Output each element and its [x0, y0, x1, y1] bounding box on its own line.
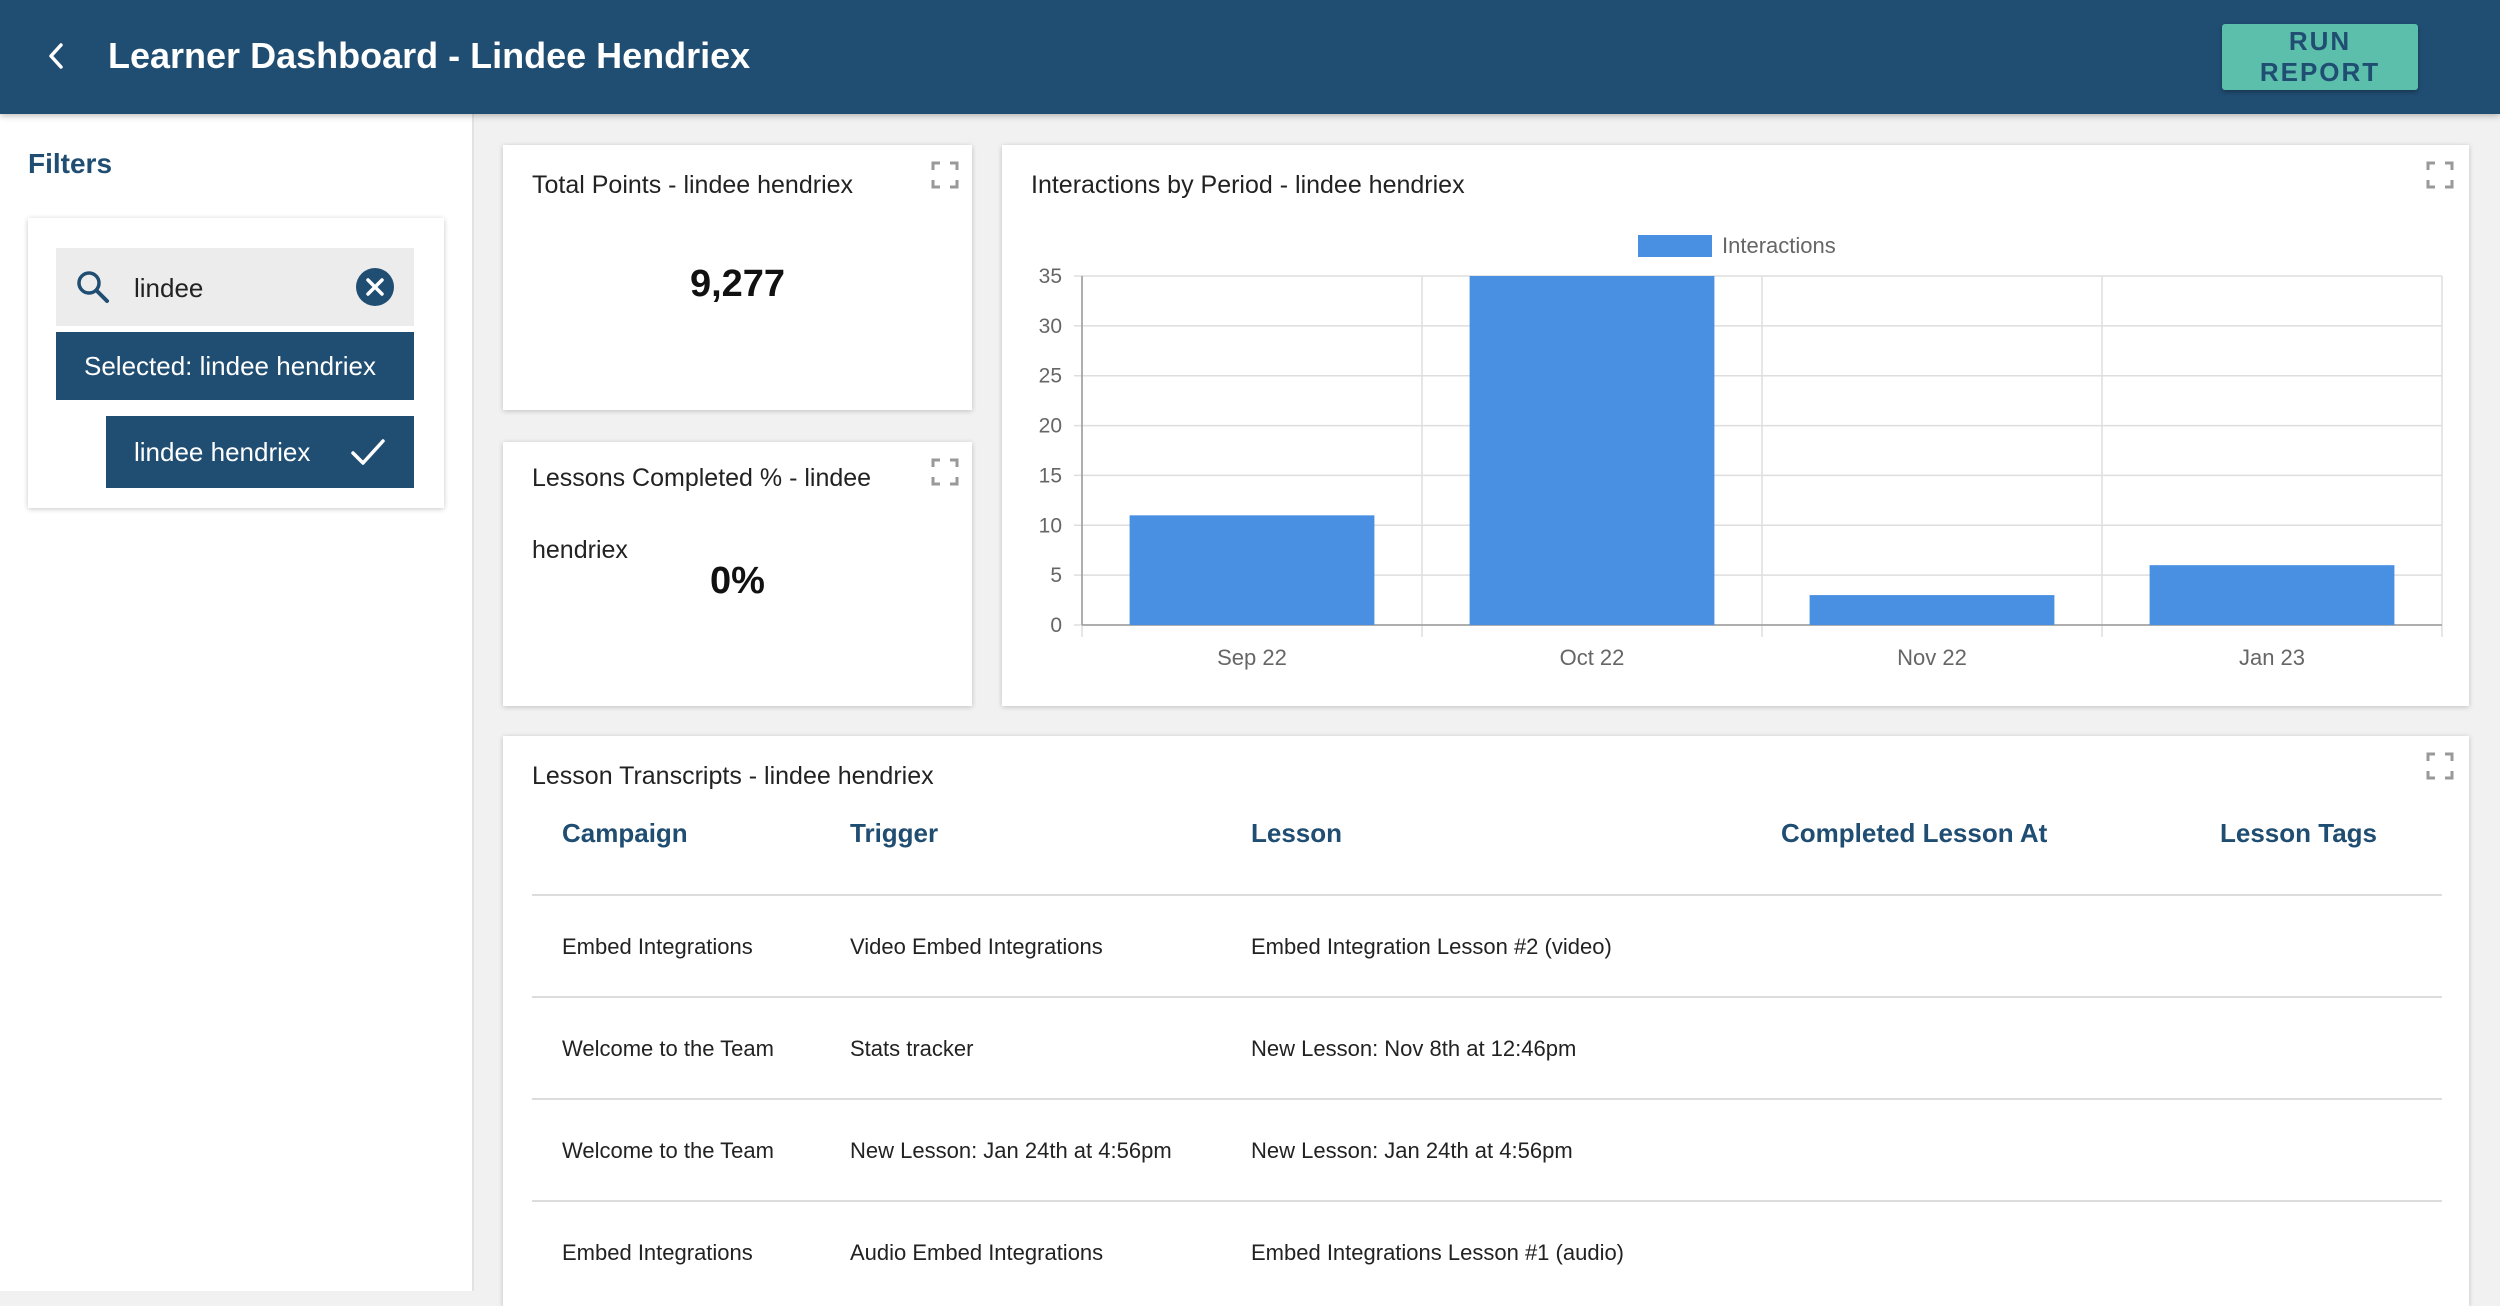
learner-filter-card: Selected: lindee hendriex lindee hendrie… [28, 218, 444, 508]
cell-campaign: Welcome to the Team [562, 1036, 774, 1061]
lessons-completed-value: 0% [710, 560, 765, 602]
column-header-trigger[interactable]: Trigger [850, 818, 939, 848]
total-points-title: Total Points - lindee hendriex [532, 171, 854, 199]
interactions-bar-chart: 0 5 10 15 20 25 30 35 Sep 22 Oct 22 Nov 22 Jan 23 In… [1039, 233, 2443, 670]
x-tick-label: Jan 23 [2239, 645, 2305, 670]
top-bar: Learner Dashboard - Lindee Hendriex RUN … [0, 0, 2500, 114]
cell-lesson: New Lesson: Jan 24th at 4:56pm [1251, 1138, 1573, 1163]
search-box [56, 248, 414, 326]
search-input[interactable] [132, 266, 336, 310]
lessons-completed-title: Lessons Completed % - lindee hendriex [532, 442, 871, 586]
total-points-card: Total Points - lindee hendriex 9,277 [503, 145, 972, 410]
lessons-completed-title-line2: hendriex [532, 536, 628, 564]
cell-lesson: Embed Integration Lesson #2 (video) [1251, 934, 1612, 959]
interactions-chart-title: Interactions by Period - lindee hendriex [1031, 171, 1465, 199]
table-row: Welcome to the Team Stats tracker New Le… [532, 996, 2442, 1100]
table-row: Embed Integrations Video Embed Integrati… [532, 894, 2442, 998]
lessons-completed-card: Lessons Completed % - lindee hendriex 0% [503, 442, 972, 706]
learner-option-label: lindee hendriex [134, 437, 311, 467]
cell-trigger: New Lesson: Jan 24th at 4:56pm [850, 1138, 1172, 1163]
cell-trigger: Video Embed Integrations [850, 934, 1103, 959]
lesson-transcripts-card: Lesson Transcripts - lindee hendriex Cam… [503, 736, 2469, 1306]
y-tick-label: 20 [1039, 415, 1062, 438]
legend-swatch [1638, 235, 1712, 257]
y-tick-label: 30 [1039, 315, 1062, 338]
expand-icon[interactable] [2426, 161, 2454, 189]
chevron-left-icon [49, 43, 63, 69]
column-header-lesson[interactable]: Lesson [1251, 818, 1343, 848]
bar [1809, 595, 2055, 625]
interactions-chart-card: Interactions by Period - lindee hendriex… [1002, 145, 2469, 706]
bar [1469, 276, 1715, 625]
filters-title: Filters [28, 148, 113, 179]
y-tick-label: 0 [1050, 614, 1062, 637]
selected-learner-bar: Selected: lindee hendriex [56, 332, 414, 400]
expand-icon[interactable] [931, 458, 959, 486]
table-row: Welcome to the Team New Lesson: Jan 24th… [532, 1098, 2442, 1202]
clear-search-icon[interactable] [356, 268, 394, 306]
table-row: Embed Integrations Audio Embed Integrati… [532, 1200, 2442, 1304]
run-report-button[interactable]: RUN REPORT [2222, 24, 2418, 90]
y-tick-label: 35 [1039, 265, 1062, 288]
cell-campaign: Welcome to the Team [562, 1138, 774, 1163]
column-header-completed-at[interactable]: Completed Lesson At [1781, 818, 2048, 848]
bar [2149, 565, 2395, 625]
learner-option-item[interactable]: lindee hendriex [106, 416, 414, 488]
cell-trigger: Audio Embed Integrations [850, 1240, 1104, 1265]
expand-icon[interactable] [931, 161, 959, 189]
cell-lesson: New Lesson: Nov 8th at 12:46pm [1251, 1036, 1577, 1061]
expand-icon[interactable] [2426, 752, 2454, 780]
cell-campaign: Embed Integrations [562, 1240, 753, 1265]
page-title: Learner Dashboard - Lindee Hendriex [108, 35, 751, 76]
back-button[interactable] [36, 30, 76, 82]
column-header-campaign[interactable]: Campaign [562, 818, 688, 848]
total-points-value: 9,277 [689, 263, 786, 305]
cell-campaign: Embed Integrations [562, 934, 753, 959]
cell-lesson: Embed Integrations Lesson #1 (audio) [1251, 1240, 1625, 1265]
legend-label: Interactions [1722, 233, 1836, 258]
x-tick-label: Sep 22 [1217, 645, 1287, 670]
lesson-transcripts-title: Lesson Transcripts - lindee hendriex [532, 762, 934, 790]
y-tick-label: 5 [1050, 564, 1062, 587]
filters-sidebar: Filters Selected: lindee hendriex lindee… [0, 114, 474, 1291]
checkmark-icon [351, 439, 385, 465]
x-tick-label: Oct 22 [1560, 645, 1625, 670]
cell-trigger: Stats tracker [850, 1036, 974, 1061]
x-tick-label: Nov 22 [1897, 645, 1967, 670]
lessons-completed-title-line1: Lessons Completed % - lindee [532, 464, 872, 492]
y-tick-label: 15 [1039, 464, 1062, 487]
bar [1129, 515, 1375, 625]
column-header-lesson-tags[interactable]: Lesson Tags [2220, 818, 2378, 848]
y-tick-label: 25 [1039, 365, 1062, 388]
search-icon [77, 271, 109, 303]
y-tick-label: 10 [1039, 514, 1062, 537]
